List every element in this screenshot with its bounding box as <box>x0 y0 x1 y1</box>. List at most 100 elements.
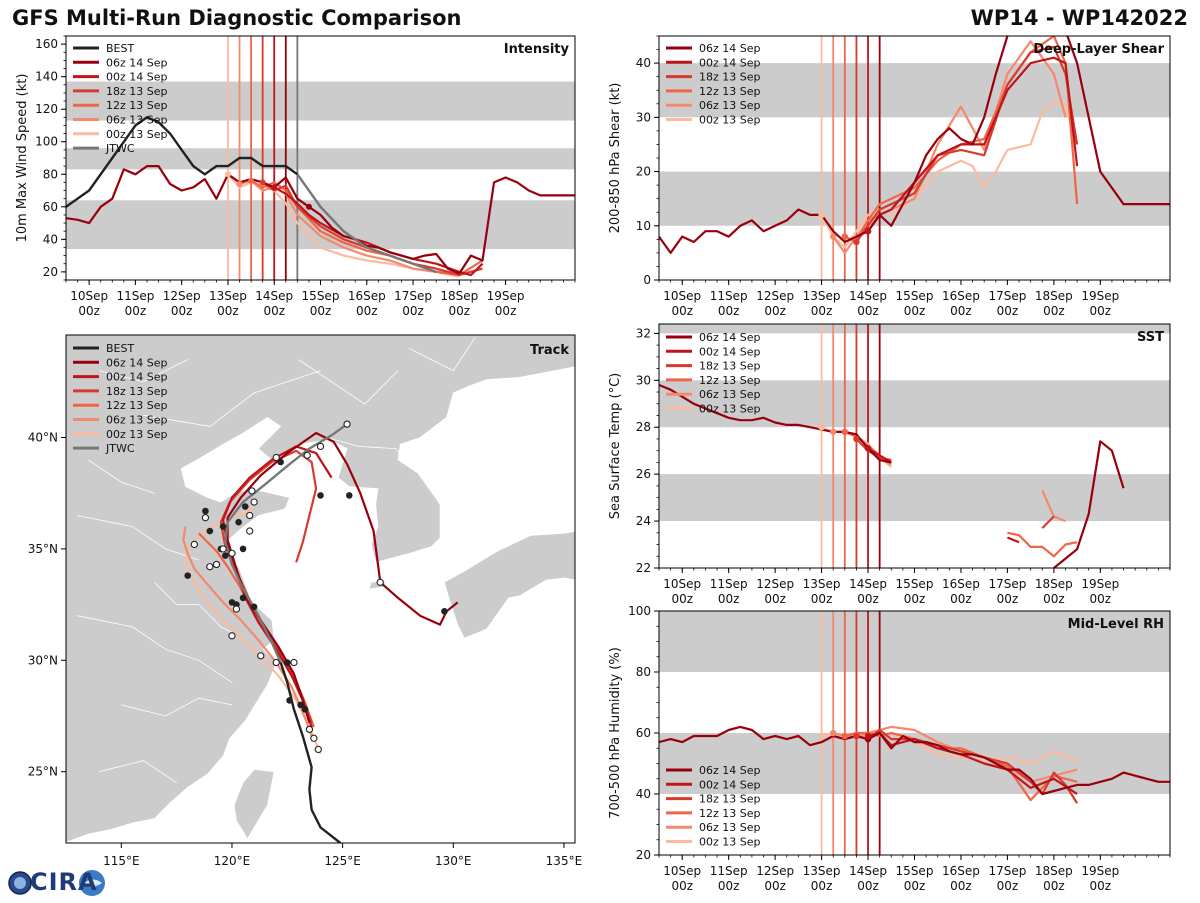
shear-ylabel: 200-850 hPa Shear (kt) <box>608 83 623 234</box>
track-line <box>222 445 333 728</box>
intensity-series-line <box>262 181 483 277</box>
intensity-ytick-label: 140 <box>35 70 58 84</box>
shear-xtick-label: 00z <box>904 304 926 318</box>
track-legend-label: 06z 13 Sep <box>106 414 168 427</box>
shear-xtick-label: 10Sep <box>663 289 701 303</box>
sst-run-marker <box>841 428 849 436</box>
rh-panel: 2040608010010Sep00z11Sep00z12Sep00z13Sep… <box>608 604 1171 893</box>
intensity-ytick-label: 60 <box>43 200 58 214</box>
intensity-legend-label: 00z 13 Sep <box>106 128 168 141</box>
track-xtick-label: 115°E <box>103 854 140 868</box>
rh-xtick-label: 19Sep <box>1081 864 1119 878</box>
rh-xtick-label: 00z <box>718 879 740 893</box>
shear-run-marker <box>853 238 860 246</box>
track-marker-open <box>290 658 298 667</box>
track-marker-filled <box>250 603 258 611</box>
province-border <box>143 370 321 427</box>
track-marker-open <box>376 578 384 586</box>
sst-panel: 22242628303210Sep00z11Sep00z12Sep00z13Se… <box>608 323 1171 606</box>
intensity-legend-label: 00z 14 Sep <box>106 71 168 84</box>
track-marker-filled <box>206 527 214 535</box>
intensity-ytick-label: 40 <box>43 232 58 246</box>
rh-run-marker <box>830 729 837 737</box>
intensity-xtick-label: 00z <box>263 304 285 318</box>
rh-xtick-label: 00z <box>904 879 926 893</box>
sst-ytick-label: 30 <box>636 373 651 387</box>
rh-xtick-label: 16Sep <box>942 864 980 878</box>
sst-run-marker <box>864 445 872 452</box>
sst-band-0 <box>659 474 1170 522</box>
province-border <box>121 697 233 717</box>
track-legend-label: 18z 13 Sep <box>106 385 168 398</box>
shear-xtick-label: 00z <box>671 304 693 318</box>
sst-series-line <box>1006 536 1020 544</box>
track-panel-title: Track <box>530 343 569 358</box>
track-marker-open <box>250 498 258 506</box>
rh-xtick-label: 17Sep <box>988 864 1026 878</box>
sst-ytick-label: 28 <box>636 420 651 434</box>
intensity-xtick-label: 15Sep <box>302 289 340 303</box>
track-marker-filled <box>286 697 293 704</box>
sst-ytick-label: 24 <box>636 514 651 528</box>
cira-logo: CIRA <box>6 867 106 899</box>
rh-run-marker <box>853 732 860 740</box>
shear-plot-area <box>659 36 1170 280</box>
track-marker-filled <box>235 518 242 526</box>
shear-ytick-label: 20 <box>636 165 651 179</box>
intensity-series-line <box>239 179 460 273</box>
sst-run-marker <box>853 435 860 443</box>
shear-xtick-label: 12Sep <box>756 289 794 303</box>
shear-legend-label: 06z 13 Sep <box>699 99 761 112</box>
rh-xtick-label: 00z <box>857 879 879 893</box>
intensity-xtick-label: 13Sep <box>209 289 247 303</box>
sst-series-line <box>1041 515 1055 529</box>
track-best-line <box>279 662 342 843</box>
shear-xtick-label: 00z <box>718 304 740 318</box>
figure-title-left: GFS Multi-Run Diagnostic Comparison <box>12 6 462 30</box>
track-marker-filled <box>202 507 209 515</box>
sst-xtick-label: 00z <box>904 592 926 606</box>
province-border <box>154 582 244 639</box>
land-mainland <box>66 335 575 843</box>
intensity-legend-label: BEST <box>106 42 134 55</box>
intensity-ytick-label: 100 <box>35 135 58 149</box>
track-marker-filled <box>284 659 291 666</box>
track-marker-filled <box>228 599 236 606</box>
sst-band-2 <box>659 324 1170 334</box>
track-marker-open <box>246 511 254 520</box>
shear-ytick-label: 40 <box>636 56 651 70</box>
track-marker-open <box>232 605 241 613</box>
shear-legend-label: 00z 13 Sep <box>699 114 761 127</box>
track-marker-filled <box>241 503 249 510</box>
province-border <box>408 336 476 372</box>
shear-xtick-label: 00z <box>764 304 786 318</box>
track-marker-filled <box>297 701 304 709</box>
rh-legend-label: 12z 13 Sep <box>699 807 761 820</box>
sst-legend-label: 12z 13 Sep <box>699 374 761 387</box>
rh-ytick-label: 40 <box>636 787 651 801</box>
intensity-ylabel: 10m Max Wind Speed (kt) <box>15 74 30 243</box>
intensity-run-marker <box>248 177 255 184</box>
rh-legend-label: 00z 14 Sep <box>699 778 761 791</box>
intensity-ytick-label: 160 <box>35 37 58 51</box>
rh-ytick-label: 60 <box>636 726 651 740</box>
intensity-band-2 <box>66 81 575 121</box>
shear-xtick-label: 13Sep <box>803 289 841 303</box>
track-marker-open <box>272 658 280 667</box>
rh-xtick-label: 00z <box>811 879 833 893</box>
shear-xtick-label: 19Sep <box>1081 289 1119 303</box>
shear-xtick-label: 11Sep <box>710 289 748 303</box>
track-marker-open <box>314 745 322 754</box>
sst-run-marker <box>818 424 825 431</box>
shear-ytick-label: 0 <box>643 273 651 287</box>
shear-series-line <box>659 36 1170 254</box>
rh-xtick-label: 14Sep <box>849 864 887 878</box>
rh-run-marker <box>864 732 872 740</box>
track-marker-open <box>343 420 351 428</box>
intensity-xtick-label: 00z <box>402 304 424 318</box>
sst-series-line <box>1007 531 1078 558</box>
intensity-xtick-label: 11Sep <box>116 289 154 303</box>
rh-xtick-label: 13Sep <box>803 864 841 878</box>
track-marker-open <box>246 527 254 535</box>
sst-xtick-label: 11Sep <box>710 577 748 591</box>
